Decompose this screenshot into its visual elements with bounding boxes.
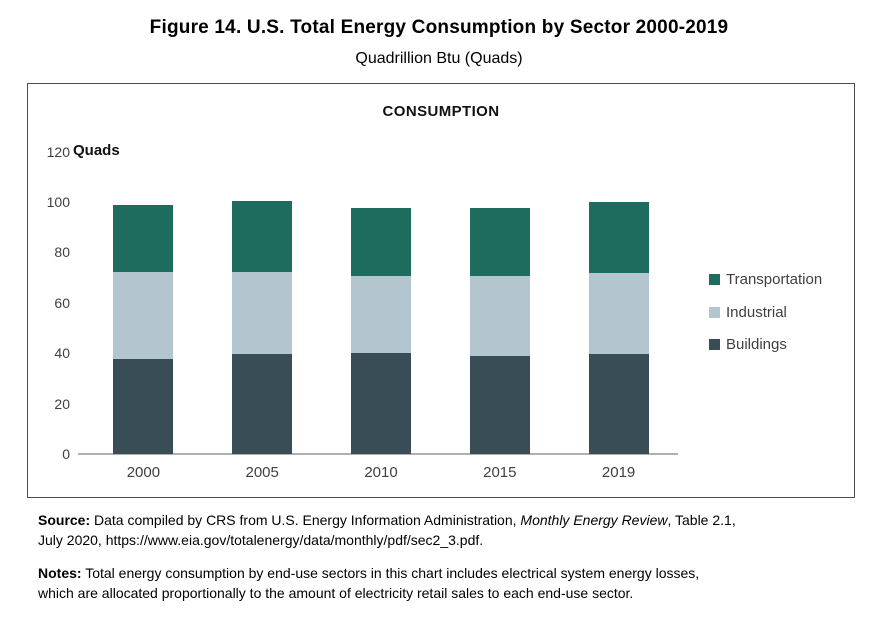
legend-swatch-icon <box>709 273 720 285</box>
bar-2010-transportation <box>351 208 411 277</box>
notes-text: Total energy consumption by end-use sect… <box>81 565 700 581</box>
bar-2000-buildings <box>113 358 174 454</box>
legend-item-industrial: Industrial <box>709 302 787 322</box>
y-tick-label: 60 <box>54 294 70 311</box>
x-tick-label-2000: 2000 <box>126 464 161 481</box>
source-label: Source: <box>38 512 91 528</box>
legend-item-transportation: Transportation <box>709 269 822 289</box>
y-tick-label: 0 <box>62 446 70 462</box>
source-publication: Monthly Energy Review <box>520 512 668 528</box>
y-tick-label: 120 <box>46 143 70 160</box>
chart-panel: CONSUMPTION Quads 0 20 40 60 80 100 120 2000 20… <box>27 83 855 498</box>
bar-2005-buildings <box>232 354 293 454</box>
bar-2015-industrial <box>469 276 530 356</box>
x-axis-line <box>78 453 678 455</box>
figure-title: Figure 14. U.S. Total Energy Consumption… <box>149 17 729 38</box>
figure-subtitle: Quadrillion Btu (Quads) <box>355 50 523 67</box>
bar-2019-transportation <box>588 202 649 274</box>
bar-2010-buildings <box>351 353 411 454</box>
chart-title: CONSUMPTION <box>382 103 500 120</box>
source-text-cont: , Table 2.1, <box>667 512 736 528</box>
legend-item-buildings: Buildings <box>709 334 787 354</box>
bar-2015-transportation <box>469 208 530 277</box>
source-text: Data compiled by CRS from U.S. Energy In… <box>90 512 521 528</box>
legend-swatch-icon <box>709 306 720 318</box>
bar-2010-industrial <box>351 276 411 354</box>
notes: Notes: Total energy consumption by end-u… <box>38 563 858 603</box>
legend-label: Buildings <box>726 335 787 353</box>
notes-label: Notes: <box>38 565 82 581</box>
source-url-line: July 2020, https://www.eia.gov/totalener… <box>38 532 484 548</box>
x-tick-label-2010: 2010 <box>364 464 398 481</box>
bar-2000-industrial <box>113 271 174 359</box>
y-tick-label: 40 <box>54 345 70 362</box>
legend-label: Transportation <box>726 270 823 288</box>
y-axis-unit-label: Quads <box>73 142 120 159</box>
x-tick-label-2005: 2005 <box>245 464 279 481</box>
bar-2019-industrial <box>588 273 649 355</box>
x-tick-label-2019: 2019 <box>601 464 636 481</box>
bar-2000-transportation <box>113 204 174 272</box>
y-tick-label: 80 <box>54 244 70 261</box>
bar-2005-industrial <box>232 271 293 355</box>
y-tick-label: 100 <box>46 194 70 210</box>
source-note: Source: Data compiled by CRS from U.S. E… <box>38 510 858 550</box>
legend-label: Industrial <box>726 303 787 321</box>
notes-text-line2: which are allocated proportionally to th… <box>38 585 634 601</box>
legend-swatch-icon <box>709 338 720 350</box>
y-tick-label: 20 <box>54 395 70 412</box>
bar-2005-transportation <box>232 200 293 272</box>
x-tick-label-2015: 2015 <box>483 464 517 481</box>
bar-2019-buildings <box>588 354 649 454</box>
bar-2015-buildings <box>469 355 530 454</box>
